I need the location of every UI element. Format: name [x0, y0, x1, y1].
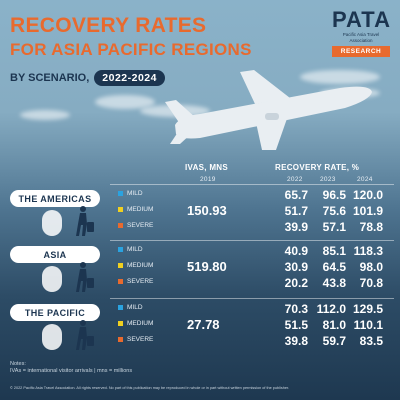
recovery-rate-value: 96.5: [322, 188, 346, 202]
scenario-label: MEDIUM: [118, 262, 153, 269]
recovery-rate-value: 57.1: [322, 220, 346, 234]
scenario-label-text: SEVERE: [127, 336, 154, 343]
region-label: THE PACIFIC: [10, 304, 100, 321]
logo-research-badge: RESEARCH: [332, 46, 390, 57]
scenario-label-text: MEDIUM: [127, 262, 154, 269]
recovery-rate-value: 70.3: [284, 302, 308, 316]
recovery-rate-value: 112.0: [316, 302, 346, 316]
recovery-rate-value: 75.6: [322, 204, 346, 218]
scenario-color-swatch: [118, 191, 123, 196]
scenario-color-swatch: [118, 305, 123, 310]
year-2022: 2022: [287, 176, 303, 183]
logo-tagline: Pacific Asia Travel Association: [342, 32, 380, 43]
ivas-header: IVAS, MNS: [185, 163, 229, 172]
recovery-rate-value: 43.8: [322, 276, 346, 290]
subtitle-text: BY SCENARIO,: [10, 72, 90, 84]
traveler-icon: [76, 262, 94, 292]
recovery-rate-value: 39.9: [284, 220, 308, 234]
region-label: THE AMERICAS: [10, 190, 100, 207]
region-divider: [110, 240, 394, 241]
recovery-rate-value: 83.5: [359, 334, 383, 348]
scenario-label: MILD: [118, 246, 143, 253]
subtitle: BY SCENARIO, 2022-2024: [10, 70, 165, 86]
recovery-rate-value: 120.0: [352, 188, 383, 202]
logo-mark: PATA: [332, 7, 391, 32]
ivas-year: 2019: [200, 176, 216, 183]
scenario-label-text: MEDIUM: [127, 206, 154, 213]
copyright: © 2022 Pacific Asia Travel Association. …: [10, 386, 290, 390]
recovery-rate-header: RECOVERY RATE, %: [275, 163, 360, 172]
title-line-1: RECOVERY RATES: [10, 14, 207, 37]
recovery-rate-value: 64.5: [322, 260, 346, 274]
scenario-color-swatch: [118, 279, 123, 284]
cloud: [300, 70, 380, 84]
scenario-label-text: SEVERE: [127, 278, 154, 285]
notes-title: Notes:: [10, 361, 26, 367]
scenario-label-text: MILD: [127, 246, 143, 253]
recovery-rate-value: 101.9: [352, 204, 383, 218]
year-2023: 2023: [320, 176, 336, 183]
recovery-rate-value: 65.7: [284, 188, 308, 202]
scenario-label-text: SEVERE: [127, 222, 154, 229]
title-line-2: FOR ASIA PACIFIC REGIONS: [10, 40, 252, 59]
ivas-value: 150.93: [187, 203, 227, 218]
region-divider: [110, 184, 394, 185]
scenario-label-text: MILD: [127, 304, 143, 311]
scenario-label: SEVERE: [118, 336, 153, 343]
recovery-rate-value: 85.1: [322, 244, 346, 258]
traveler-icon: [76, 320, 94, 350]
recovery-rate-value: 51.7: [284, 204, 308, 218]
region-landmark-icon: [42, 266, 62, 292]
scenario-label-text: MILD: [127, 190, 143, 197]
cloud: [20, 110, 70, 120]
scenario-label: SEVERE: [118, 222, 153, 229]
recovery-rate-value: 118.3: [353, 244, 383, 258]
ivas-value: 27.78: [187, 317, 220, 332]
ivas-value: 519.80: [187, 259, 227, 274]
region-landmark-icon: [42, 324, 62, 350]
scenario-label: MILD: [118, 304, 143, 311]
scenario-label: SEVERE: [118, 278, 153, 285]
recovery-rate-value: 129.5: [352, 302, 383, 316]
year-range-badge: 2022-2024: [94, 70, 165, 86]
recovery-rate-value: 110.1: [353, 318, 383, 332]
region-landmark-icon: [42, 210, 62, 236]
scenario-label-text: MEDIUM: [127, 320, 154, 327]
scenario-label: MILD: [118, 190, 143, 197]
region-label: ASIA: [10, 246, 100, 263]
scenario-color-swatch: [118, 263, 123, 268]
recovery-rate-value: 40.9: [284, 244, 308, 258]
recovery-rate-value: 20.2: [284, 276, 308, 290]
cloud: [95, 95, 155, 109]
traveler-icon: [76, 206, 94, 236]
recovery-rate-value: 70.8: [359, 276, 383, 290]
recovery-rate-value: 78.8: [359, 220, 383, 234]
scenario-color-swatch: [118, 223, 123, 228]
notes: Notes: IVAs = international visitor arri…: [10, 361, 132, 375]
scenario-color-swatch: [118, 247, 123, 252]
region-divider: [110, 298, 394, 299]
scenario-color-swatch: [118, 321, 123, 326]
pata-logo: PATA Pacific Asia Travel Association RES…: [332, 8, 390, 57]
recovery-rate-value: 98.0: [359, 260, 383, 274]
year-2024: 2024: [357, 176, 373, 183]
recovery-rate-value: 59.7: [322, 334, 346, 348]
recovery-rate-value: 51.5: [284, 318, 308, 332]
recovery-rate-value: 30.9: [284, 260, 308, 274]
scenario-label: MEDIUM: [118, 320, 153, 327]
scenario-color-swatch: [118, 337, 123, 342]
recovery-rate-value: 39.8: [284, 334, 308, 348]
scenario-label: MEDIUM: [118, 206, 153, 213]
notes-text: IVAs = international visitor arrivals | …: [10, 368, 133, 374]
scenario-color-swatch: [118, 207, 123, 212]
recovery-rate-value: 81.0: [322, 318, 346, 332]
